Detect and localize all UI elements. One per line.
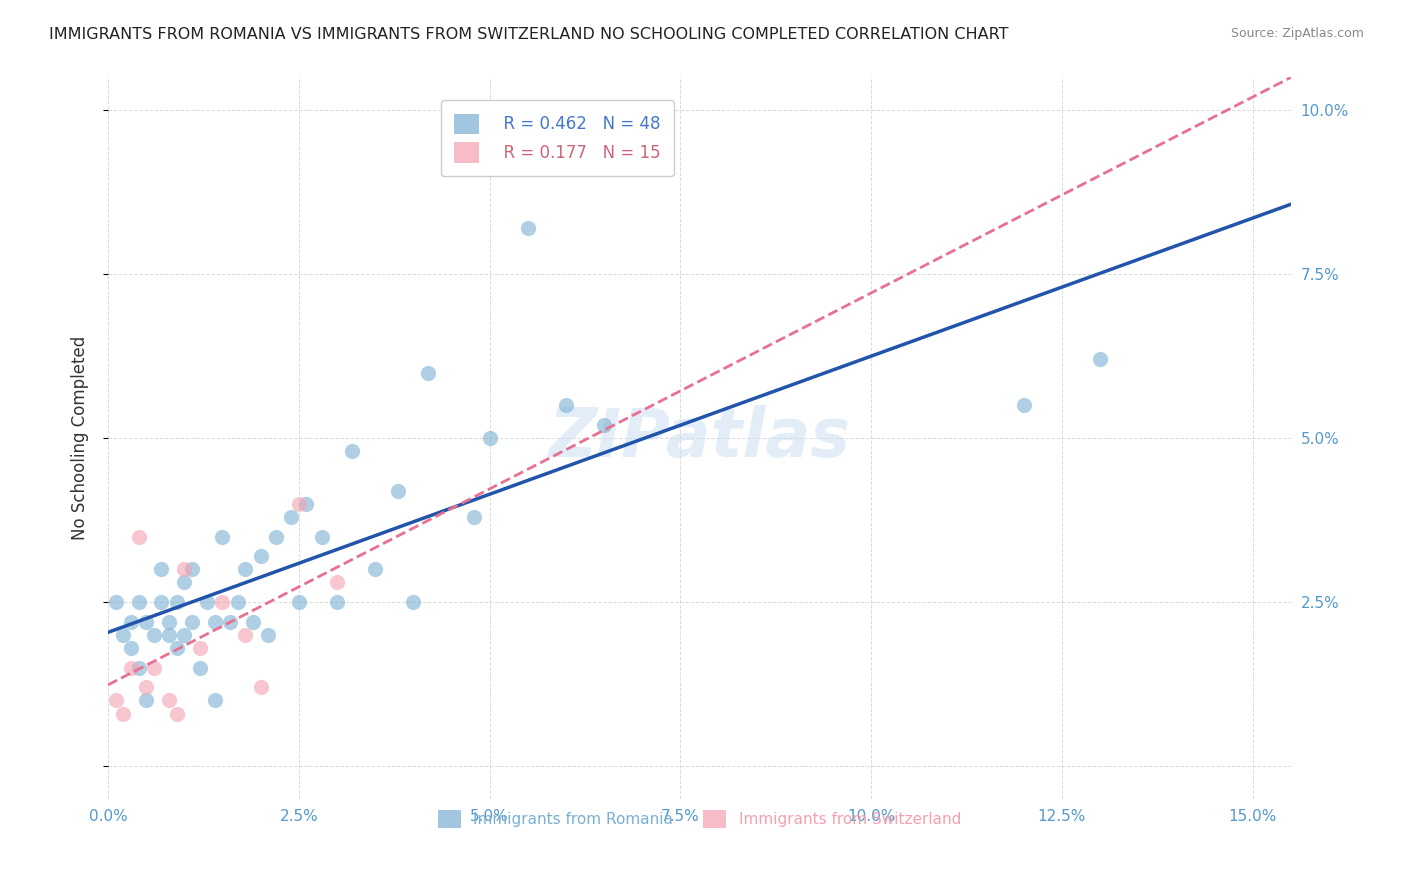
Point (157, 693, 180, 707)
Point (478, 431, 501, 445)
Point (211, 529, 233, 543)
Point (249, 681, 271, 695)
Point (264, 529, 287, 543)
Point (112, 628, 135, 642)
Point (219, 615, 242, 629)
Point (150, 595, 173, 609)
Text: ZIPatlas: ZIPatlas (548, 405, 851, 471)
Point (128, 529, 150, 543)
Point (128, 595, 150, 609)
Point (150, 562, 173, 576)
Point (188, 661, 211, 675)
Point (226, 595, 249, 609)
Point (593, 417, 616, 432)
Point (1088, 352, 1111, 367)
Point (181, 562, 204, 576)
Point (387, 483, 409, 498)
Point (287, 595, 309, 609)
Point (142, 661, 165, 675)
Point (195, 595, 218, 609)
Point (287, 497, 309, 511)
Point (173, 562, 195, 576)
Legend: Immigrants from Romania, Immigrants from Switzerland: Immigrants from Romania, Immigrants from… (432, 804, 967, 835)
Point (233, 628, 256, 642)
Point (280, 509, 302, 524)
Point (340, 444, 363, 458)
Point (188, 640, 211, 655)
Point (112, 706, 135, 721)
Point (516, 221, 538, 235)
Point (463, 509, 485, 524)
Point (120, 615, 142, 629)
Text: Source: ZipAtlas.com: Source: ZipAtlas.com (1230, 27, 1364, 40)
Point (1012, 398, 1035, 412)
Point (233, 562, 256, 576)
Point (135, 615, 157, 629)
Point (204, 693, 226, 707)
Point (135, 693, 157, 707)
Point (257, 628, 280, 642)
Point (326, 575, 349, 590)
Point (166, 640, 188, 655)
Point (364, 562, 387, 576)
Point (311, 529, 333, 543)
Point (326, 595, 349, 609)
Point (104, 595, 127, 609)
Point (157, 615, 180, 629)
Point (554, 398, 576, 412)
Point (104, 693, 127, 707)
Point (181, 615, 204, 629)
Point (173, 628, 195, 642)
Point (157, 628, 180, 642)
Point (402, 595, 425, 609)
Point (120, 661, 142, 675)
Point (418, 366, 440, 380)
Point (242, 615, 264, 629)
Point (295, 497, 318, 511)
Point (249, 549, 271, 564)
Point (173, 575, 195, 590)
Y-axis label: No Schooling Completed: No Schooling Completed (72, 336, 89, 541)
Point (128, 661, 150, 675)
Point (142, 628, 165, 642)
Point (166, 595, 188, 609)
Point (211, 595, 233, 609)
Point (166, 706, 188, 721)
Text: IMMIGRANTS FROM ROMANIA VS IMMIGRANTS FROM SWITZERLAND NO SCHOOLING COMPLETED CO: IMMIGRANTS FROM ROMANIA VS IMMIGRANTS FR… (49, 27, 1008, 42)
Point (204, 615, 226, 629)
Point (135, 681, 157, 695)
Point (120, 640, 142, 655)
